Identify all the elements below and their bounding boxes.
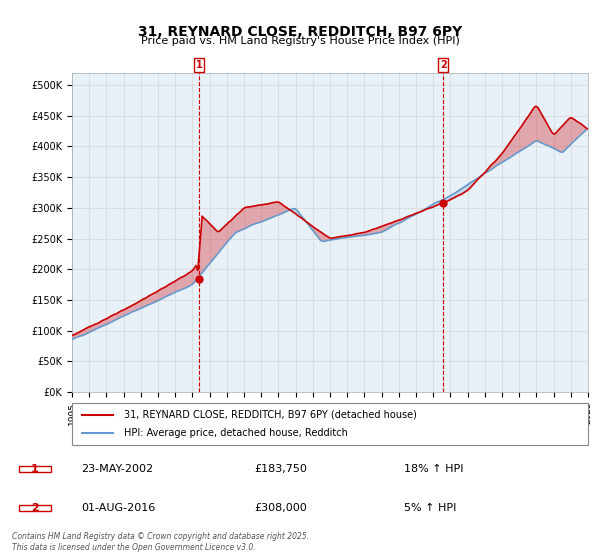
Text: Price paid vs. HM Land Registry's House Price Index (HPI): Price paid vs. HM Land Registry's House … [140,36,460,46]
Text: 1: 1 [196,60,202,70]
FancyBboxPatch shape [19,466,51,472]
Text: Contains HM Land Registry data © Crown copyright and database right 2025.
This d: Contains HM Land Registry data © Crown c… [12,532,309,552]
Text: HPI: Average price, detached house, Redditch: HPI: Average price, detached house, Redd… [124,428,347,438]
Text: 5% ↑ HPI: 5% ↑ HPI [404,503,456,512]
Text: 2: 2 [440,60,446,70]
FancyBboxPatch shape [72,403,588,445]
Text: 18% ↑ HPI: 18% ↑ HPI [404,464,463,474]
Text: 01-AUG-2016: 01-AUG-2016 [81,503,155,512]
Text: 31, REYNARD CLOSE, REDDITCH, B97 6PY (detached house): 31, REYNARD CLOSE, REDDITCH, B97 6PY (de… [124,410,416,420]
Text: £308,000: £308,000 [254,503,307,512]
FancyBboxPatch shape [19,505,51,511]
Text: 2: 2 [31,503,39,513]
Text: 23-MAY-2002: 23-MAY-2002 [81,464,153,474]
Text: £183,750: £183,750 [254,464,307,474]
Text: 31, REYNARD CLOSE, REDDITCH, B97 6PY: 31, REYNARD CLOSE, REDDITCH, B97 6PY [138,25,462,39]
Text: 1: 1 [31,464,39,474]
